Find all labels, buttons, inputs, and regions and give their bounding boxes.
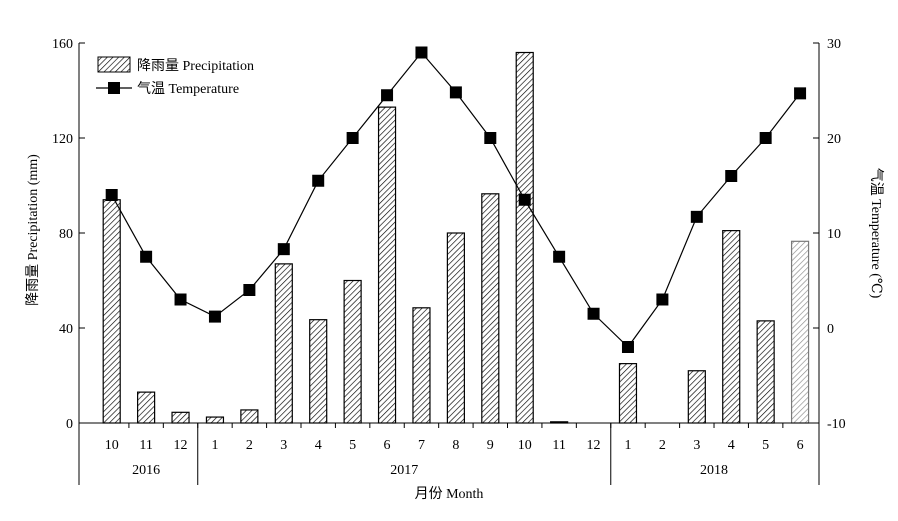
left-axis-title: 降雨量 Precipitation (mm)	[25, 154, 41, 306]
temperature-point	[174, 293, 187, 306]
month-tick-label: 7	[418, 438, 425, 453]
temperature-point	[587, 307, 600, 320]
legend-precipitation-label: 降雨量 Precipitation	[137, 58, 254, 74]
year-label: 2017	[390, 463, 418, 478]
precipitation-bar	[790, 240, 810, 424]
precipitation-bar	[240, 409, 259, 424]
temperature-line-series	[105, 46, 807, 353]
precipitation-bar	[446, 232, 465, 424]
temperature-point	[208, 310, 221, 323]
temperature-point	[794, 87, 807, 100]
right-axis-tick-label: -10	[827, 417, 846, 432]
year-label: 2016	[132, 463, 160, 478]
month-tick-label: 1	[211, 438, 218, 453]
precipitation-bar	[102, 199, 121, 424]
month-tick-label: 8	[452, 438, 459, 453]
precipitation-bar	[481, 193, 500, 424]
month-tick-label: 10	[518, 438, 532, 453]
legend: 降雨量 Precipitation 气温 Temperature	[96, 56, 254, 97]
temperature-point	[759, 132, 772, 144]
month-tick-label: 5	[762, 438, 769, 453]
month-tick-label: 3	[280, 438, 287, 453]
temperature-point	[449, 86, 462, 99]
legend-temperature-label: 气温 Temperature	[137, 81, 239, 97]
precipitation-bar	[377, 106, 397, 424]
temperature-point	[656, 293, 669, 306]
right-axis-tick-label: 10	[827, 227, 841, 242]
month-tick-label: 6	[384, 438, 391, 453]
temperature-point	[518, 193, 531, 206]
temperature-point	[140, 250, 153, 263]
precipitation-bar	[274, 263, 293, 424]
month-tick-label: 4	[315, 438, 322, 453]
left-axis-tick-label: 160	[52, 37, 73, 52]
temperature-point	[243, 284, 256, 296]
temperature-point	[484, 132, 497, 144]
right-axis-tick-label: 0	[827, 322, 834, 337]
precipitation-bar	[205, 416, 225, 424]
month-tick-label: 3	[693, 438, 700, 453]
precipitation-bar	[515, 51, 534, 424]
left-axis-tick-label: 80	[59, 227, 73, 242]
right-axis-title: 气温 Temperature (℃)	[868, 168, 884, 299]
temperature-point	[381, 89, 394, 102]
precipitation-bars	[102, 51, 810, 424]
left-axis-tick-label: 120	[52, 132, 73, 147]
temperature-point	[312, 174, 325, 187]
month-tick-label: 4	[728, 438, 735, 453]
precipitation-bar	[309, 319, 328, 424]
precipitation-bar	[687, 370, 706, 424]
month-tick-label: 12	[174, 438, 188, 453]
legend-precipitation-swatch	[97, 56, 131, 73]
precipitation-bar	[722, 230, 741, 424]
temperature-point	[105, 189, 118, 201]
left-axis-tick-label: 0	[66, 417, 73, 432]
temperature-point	[346, 132, 359, 144]
temperature-point	[277, 243, 290, 256]
right-axis-tick-label: 30	[827, 37, 841, 52]
x-axis-title: 月份 Month	[415, 486, 484, 502]
legend-temperature-marker	[108, 82, 120, 94]
precipitation-bar	[137, 391, 156, 424]
precipitation-bar	[171, 411, 190, 424]
month-tick-label: 6	[797, 438, 804, 453]
month-tick-label: 12	[587, 438, 601, 453]
precipitation-bar	[343, 279, 362, 424]
temperature-point	[415, 46, 428, 59]
left-axis-tick-label: 40	[59, 322, 73, 337]
precipitation-bar	[618, 363, 638, 424]
temperature-point	[621, 341, 634, 353]
temperature-point	[553, 250, 566, 263]
month-tick-label: 11	[139, 438, 152, 453]
right-axis-tick-label: 20	[827, 132, 841, 147]
year-label: 2018	[700, 463, 728, 478]
temperature-point	[725, 170, 738, 182]
month-tick-label: 11	[552, 438, 565, 453]
temperature-point	[690, 210, 703, 223]
precipitation-bar	[412, 307, 431, 424]
month-tick-label: 1	[624, 438, 631, 453]
month-tick-label: 5	[349, 438, 356, 453]
month-tick-label: 9	[487, 438, 494, 453]
month-tick-label: 2	[246, 438, 253, 453]
month-tick-label: 10	[105, 438, 119, 453]
month-tick-label: 2	[659, 438, 666, 453]
precipitation-bar	[756, 320, 775, 424]
